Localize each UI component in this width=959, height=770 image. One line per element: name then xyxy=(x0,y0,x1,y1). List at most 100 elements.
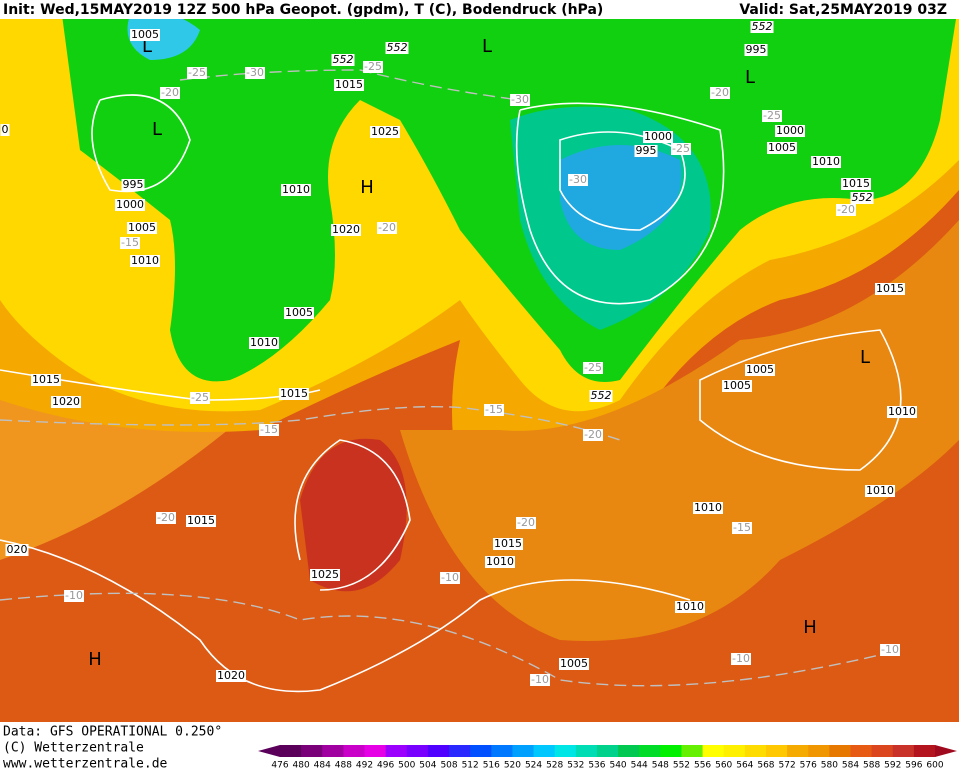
isobar-label: 1015 xyxy=(494,537,522,550)
colorbar-label: 496 xyxy=(377,761,394,770)
colorbar-swatch xyxy=(301,745,323,757)
temperature-label: -30 xyxy=(511,93,529,106)
isobar-label: 552 xyxy=(752,20,773,33)
colorbar-swatch xyxy=(491,745,513,757)
colorbar-swatch xyxy=(702,745,725,757)
label-box xyxy=(363,61,383,73)
pressure-center: L xyxy=(152,119,162,140)
temperature-label: -10 xyxy=(65,589,83,602)
temperature-label: -15 xyxy=(733,521,751,534)
isobar-label: 1010 xyxy=(282,183,310,196)
isobar xyxy=(294,439,411,591)
colorbar-swatch xyxy=(449,745,471,757)
red-area xyxy=(300,438,407,592)
label-box xyxy=(385,42,409,54)
colorbar-arrow xyxy=(258,745,280,757)
isobar-label: 1010 xyxy=(812,155,840,168)
colorbar-swatch xyxy=(364,745,387,757)
colorbar-swatch xyxy=(343,745,366,757)
temperature-label: -20 xyxy=(157,511,175,524)
isobar-label: 1005 xyxy=(768,141,796,154)
isobar-label: 1010 xyxy=(486,555,514,568)
colorbar-swatch xyxy=(913,745,936,757)
isobar-label: 995 xyxy=(746,43,767,56)
temperature-label: -20 xyxy=(837,203,855,216)
isobar-label: 1005 xyxy=(128,221,156,234)
pressure-center: H xyxy=(360,177,374,198)
label-box xyxy=(440,572,460,584)
colorbar-label: 564 xyxy=(736,761,753,770)
colorbar-swatch xyxy=(575,745,598,757)
label-box xyxy=(245,67,265,79)
label-box xyxy=(875,283,905,295)
colorbar-swatch xyxy=(681,745,704,757)
colorbar-swatch xyxy=(554,745,577,757)
label-box xyxy=(671,143,691,155)
colorbar-swatch xyxy=(871,745,894,757)
colorbar-label: 596 xyxy=(905,761,922,770)
isotherm xyxy=(0,405,621,441)
temperature-label: -20 xyxy=(378,221,396,234)
colorbar-swatch xyxy=(639,745,661,757)
label-box xyxy=(130,29,160,41)
orange-area xyxy=(400,220,959,641)
label-box xyxy=(589,390,613,402)
label-box xyxy=(710,87,730,99)
isobar-label: 1005 xyxy=(560,657,588,670)
colorbar: 476 480 484 488 492 496 500 504 508 512 516 520 524 5… xyxy=(258,745,957,770)
isobar-label: 1015 xyxy=(32,373,60,386)
label-box xyxy=(484,404,504,416)
label-box xyxy=(516,517,536,529)
label-box xyxy=(745,364,775,376)
isobar-label: 1010 xyxy=(250,336,278,349)
label-box xyxy=(5,544,29,556)
header-right: Valid: Sat,25MAY2019 03Z xyxy=(739,2,947,18)
colorbar-swatch xyxy=(470,745,492,757)
isobar-label: 552 xyxy=(591,389,612,402)
colorbar-label: 592 xyxy=(884,761,901,770)
colorbar-label: 576 xyxy=(800,761,817,770)
header-bar xyxy=(0,0,959,19)
colorbar-label: 560 xyxy=(715,761,732,770)
label-box xyxy=(31,374,61,386)
colorbar-swatch xyxy=(596,745,619,757)
temperature-label: -10 xyxy=(732,652,750,665)
green-area xyxy=(60,0,959,382)
colorbar-label: 504 xyxy=(419,761,436,770)
colorbar-swatch xyxy=(765,745,788,757)
label-box xyxy=(880,644,900,656)
isobar xyxy=(91,94,191,193)
label-box xyxy=(331,54,355,66)
label-box xyxy=(836,204,856,216)
colorbar-swatch xyxy=(723,745,746,757)
label-box xyxy=(634,145,658,157)
isobar xyxy=(559,131,686,231)
label-box xyxy=(568,174,588,186)
isobar-label: 1005 xyxy=(131,28,159,41)
label-box xyxy=(485,556,515,568)
label-box xyxy=(186,515,216,527)
label-box xyxy=(850,192,874,204)
temperature-label: -20 xyxy=(711,86,729,99)
colorbar-label: 532 xyxy=(567,761,584,770)
colorbar-label: 572 xyxy=(779,761,796,770)
pressure-center: H xyxy=(803,617,817,638)
colorbar-swatch xyxy=(850,745,873,757)
colorbar-label: 548 xyxy=(652,761,669,770)
colorbar-swatch xyxy=(808,745,830,757)
label-box xyxy=(160,87,180,99)
label-box xyxy=(811,156,841,168)
pressure-center: L xyxy=(482,36,492,57)
colorbar-label: 524 xyxy=(525,761,542,770)
label-box xyxy=(841,178,871,190)
temperature-label: -10 xyxy=(531,673,549,686)
temperature-label: -25 xyxy=(188,66,206,79)
temperature-label: -15 xyxy=(260,423,278,436)
isobar-label: 1005 xyxy=(723,379,751,392)
label-box xyxy=(675,601,705,613)
colorbar-swatch xyxy=(406,745,429,757)
isobar xyxy=(0,539,691,693)
label-box xyxy=(115,199,145,211)
label-box xyxy=(249,337,279,349)
label-box xyxy=(887,406,917,418)
